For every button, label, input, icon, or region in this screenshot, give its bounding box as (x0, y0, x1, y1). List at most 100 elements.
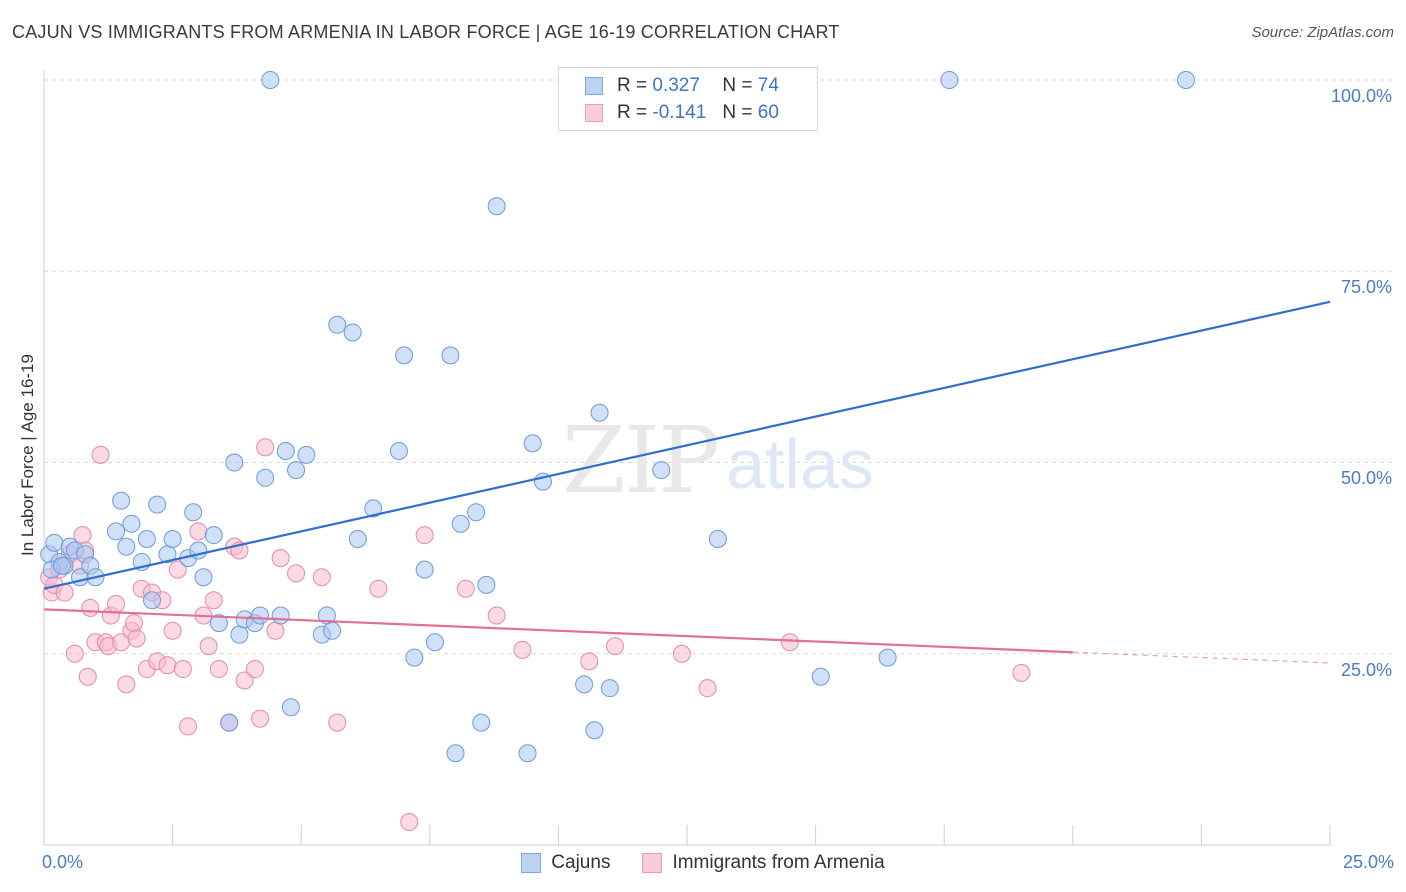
cajun-point-1 (45, 533, 64, 552)
armenia-point-52 (415, 526, 434, 545)
armenia-point-50 (369, 579, 388, 598)
armenia-point-56 (580, 652, 599, 671)
armenia-point-11 (81, 598, 100, 617)
armenia-point-17 (107, 595, 126, 614)
cajun-point-12 (117, 537, 136, 556)
cajun-point-23 (194, 568, 213, 587)
legend-item-armenia[interactable]: Immigrants from Armenia (642, 852, 885, 874)
armenia-point-29 (163, 621, 182, 640)
y-tick-50: 50.0% (1340, 468, 1392, 488)
armenia-point-6 (65, 644, 84, 663)
cajun-point-15 (137, 530, 156, 548)
cajun-point-70 (940, 71, 959, 89)
watermark-zip: ZIP (562, 407, 718, 514)
cajun-point-48 (405, 648, 424, 667)
armenia-point-46 (271, 549, 290, 568)
armenia-point-4 (55, 583, 74, 602)
cajun-point-51 (441, 346, 460, 365)
y-tick-75: 75.0% (1340, 277, 1392, 297)
cajun-point-53 (451, 514, 470, 533)
armenia-point-45 (266, 621, 285, 640)
legend-row-cajun: R = 0.327 N = 74 (585, 74, 779, 98)
cajun-point-25 (209, 614, 228, 633)
armenia-point-54 (487, 606, 506, 625)
legend-row-armenia: R = -0.141 N = 60 (585, 101, 779, 125)
watermark-atlas: atlas (726, 425, 874, 503)
cajun-point-31 (251, 606, 270, 625)
armenia-point-44 (256, 438, 275, 457)
cajun-r-label: R = (617, 75, 648, 96)
series-legend: Cajuns Immigrants from Armenia (0, 852, 1406, 874)
cajun-point-38 (297, 445, 316, 464)
cajun-point-37 (287, 461, 306, 480)
cajun-point-19 (163, 530, 182, 548)
cajun-point-52 (446, 744, 465, 763)
cajun-point-61 (575, 675, 594, 694)
armenia-n-value: 60 (757, 102, 779, 123)
armenia-point-57 (605, 637, 624, 656)
armenia-point-22 (127, 629, 146, 648)
cajun-point-13 (122, 514, 141, 533)
armenia-r-value: -0.141 (652, 102, 707, 123)
cajun-point-10 (107, 522, 126, 541)
x-tick-0: 0.0% (42, 852, 84, 872)
armenia-swatch (585, 104, 603, 122)
cajun-point-54 (467, 503, 486, 522)
cajun-point-62 (585, 721, 604, 740)
source-label: Source: ZipAtlas.com (1251, 24, 1394, 41)
grid (44, 79, 1395, 655)
armenia-trend-line (43, 608, 1073, 654)
cajun-n-value: 74 (757, 75, 779, 96)
cajun-trend-line (43, 300, 1331, 590)
armenia-point-30 (168, 560, 187, 579)
armenia-point-42 (245, 660, 264, 679)
cajun-point-24 (204, 526, 223, 545)
cajun-point-28 (230, 625, 249, 644)
cajun-point-21 (184, 503, 203, 522)
armenia-point-49 (328, 713, 347, 732)
cajun-point-49 (415, 560, 434, 579)
armenia-point-35 (199, 637, 218, 656)
y-tick-100: 100.0% (1330, 86, 1392, 106)
cajun-point-59 (523, 434, 542, 453)
cajun-point-45 (364, 499, 383, 518)
cajun-point-69 (878, 648, 897, 667)
cajun-point-46 (389, 442, 408, 461)
x-tick-25: 25.0% (1342, 852, 1394, 872)
armenia-n-label: N = (722, 102, 753, 123)
cajun-point-50 (425, 633, 444, 652)
armenia-point-28 (158, 656, 177, 675)
cajun-point-71 (1176, 71, 1195, 89)
cajun-r-value: 0.327 (652, 75, 700, 96)
armenia-point-53 (456, 579, 475, 598)
cajun-point-64 (600, 679, 619, 698)
cajun-point-42 (328, 315, 347, 334)
cajun-point-68 (811, 667, 830, 686)
legend-item-cajuns[interactable]: Cajuns (521, 852, 610, 874)
armenia-point-59 (698, 679, 717, 698)
cajun-point-36 (281, 698, 300, 717)
armenia-r-label: R = (617, 102, 648, 123)
armenia-point-43 (251, 709, 270, 728)
cajun-point-33 (261, 71, 280, 89)
cajun-point-47 (395, 346, 414, 365)
armenia-point-31 (173, 660, 192, 679)
cajun-point-11 (112, 491, 131, 510)
cajun-point-57 (487, 197, 506, 216)
armenia-point-41 (235, 671, 254, 690)
y-axis-label: In Labor Force | Age 16-19 (18, 354, 37, 556)
armenia-point-55 (513, 640, 532, 659)
trend-lines (43, 300, 1331, 664)
armenia-point-51 (400, 813, 419, 832)
axes (43, 70, 1331, 846)
cajun-point-27 (225, 453, 244, 472)
cajun-n-label: N = (722, 75, 753, 96)
cajun-point-58 (518, 744, 537, 763)
armenia-point-48 (312, 568, 331, 587)
armenia-point-47 (287, 564, 306, 583)
cajun-point-65 (652, 461, 671, 480)
armenia-trend-dashed (1072, 651, 1331, 664)
cajun-point-67 (708, 530, 727, 548)
armenia-point-21 (125, 614, 144, 633)
